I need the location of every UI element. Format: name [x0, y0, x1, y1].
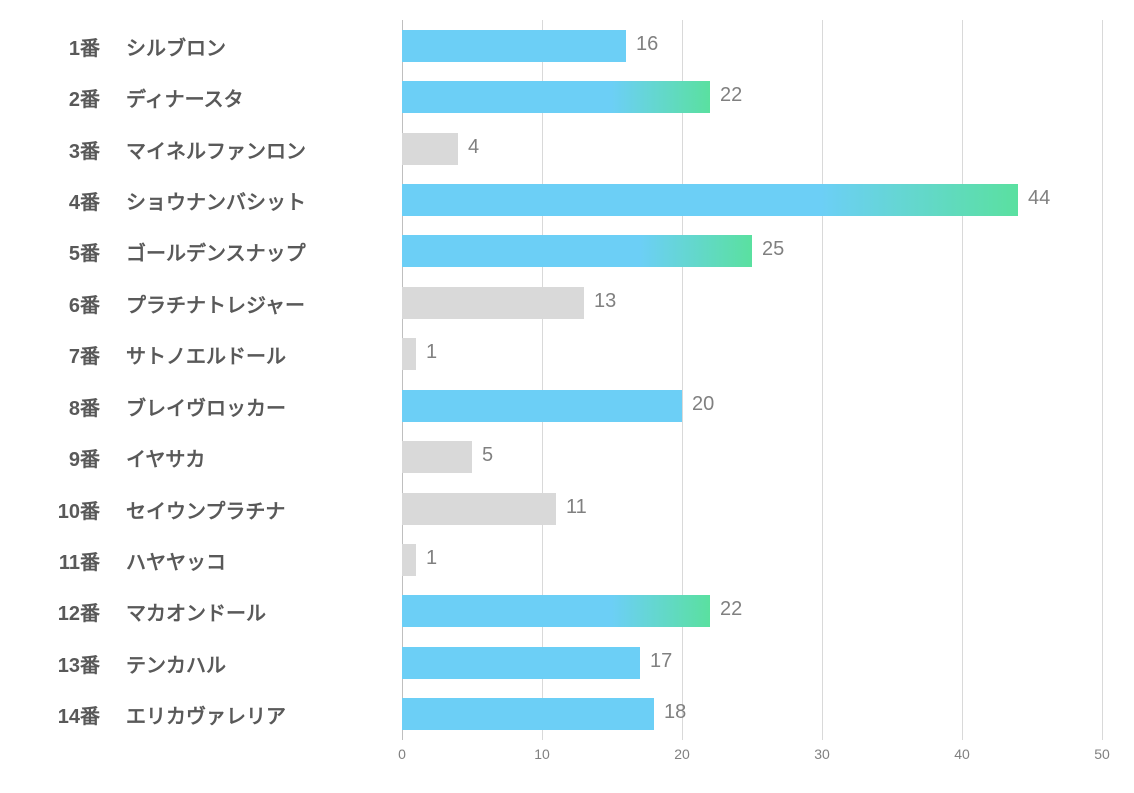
- row-number: 13番: [58, 649, 100, 678]
- bar: [402, 184, 1018, 216]
- row-name: ゴールデンスナップ: [126, 237, 306, 266]
- x-tick-label: 30: [814, 746, 830, 762]
- bar: [402, 287, 584, 319]
- value-label: 22: [720, 598, 742, 621]
- row-number: 12番: [58, 597, 100, 626]
- value-label: 22: [720, 84, 742, 107]
- x-tick-label: 0: [398, 746, 406, 762]
- bar: [402, 235, 752, 267]
- value-label: 1: [426, 341, 437, 364]
- gridline: [822, 20, 823, 740]
- chart-container: 1番シルブロン 16 2番ディナースタ 22 3番マイネルファンロン 4 4番ショウナンバシ…: [0, 0, 1134, 793]
- value-label: 18: [664, 701, 686, 724]
- row-number: 8番: [69, 392, 100, 421]
- gridline: [542, 20, 543, 740]
- row-number: 4番: [69, 186, 100, 215]
- x-tick-label: 20: [674, 746, 690, 762]
- bar: [402, 81, 710, 113]
- row-number: 14番: [58, 700, 100, 729]
- bar: [402, 133, 458, 165]
- value-label: 11: [566, 496, 587, 519]
- value-label: 16: [636, 33, 658, 56]
- bar: [402, 647, 640, 679]
- gridline: [402, 20, 403, 740]
- value-label: 4: [468, 136, 479, 159]
- value-label: 44: [1028, 187, 1050, 210]
- row-name: シルブロン: [126, 32, 226, 61]
- row-name: サトノエルドール: [126, 340, 286, 369]
- value-label: 1: [426, 547, 437, 570]
- value-label: 20: [692, 393, 714, 416]
- bar: [402, 493, 556, 525]
- row-number: 5番: [69, 237, 100, 266]
- row-number: 9番: [69, 443, 100, 472]
- x-tick-label: 50: [1094, 746, 1110, 762]
- value-label: 13: [594, 290, 616, 313]
- gridline: [682, 20, 683, 740]
- x-tick-label: 10: [534, 746, 550, 762]
- row-name: エリカヴァレリア: [126, 700, 286, 729]
- bar: [402, 698, 654, 730]
- row-name: ブレイヴロッカー: [126, 392, 286, 421]
- row-number: 7番: [69, 340, 100, 369]
- row-name: ハヤヤッコ: [126, 546, 226, 575]
- gridline: [1102, 20, 1103, 740]
- row-name: イヤサカ: [126, 443, 205, 472]
- row-name: ショウナンバシット: [126, 186, 306, 215]
- bar: [402, 595, 710, 627]
- bar: [402, 544, 416, 576]
- value-label: 25: [762, 238, 784, 261]
- plot-area: [402, 20, 1102, 740]
- row-name: ディナースタ: [126, 83, 244, 112]
- bar: [402, 338, 416, 370]
- row-number: 2番: [69, 83, 100, 112]
- row-number: 1番: [69, 32, 100, 61]
- gridline: [962, 20, 963, 740]
- row-name: マイネルファンロン: [126, 135, 306, 164]
- x-tick-label: 40: [954, 746, 970, 762]
- row-name: テンカハル: [126, 649, 226, 678]
- row-name: セイウンプラチナ: [126, 495, 285, 524]
- row-number: 6番: [69, 289, 100, 318]
- row-name: マカオンドール: [126, 597, 266, 626]
- bar: [402, 390, 682, 422]
- value-label: 5: [482, 444, 493, 467]
- row-number: 10番: [58, 495, 100, 524]
- row-number: 3番: [69, 135, 100, 164]
- bar: [402, 441, 472, 473]
- value-label: 17: [650, 650, 672, 673]
- row-name: プラチナトレジャー: [126, 289, 305, 318]
- row-number: 11番: [59, 546, 100, 575]
- bar: [402, 30, 626, 62]
